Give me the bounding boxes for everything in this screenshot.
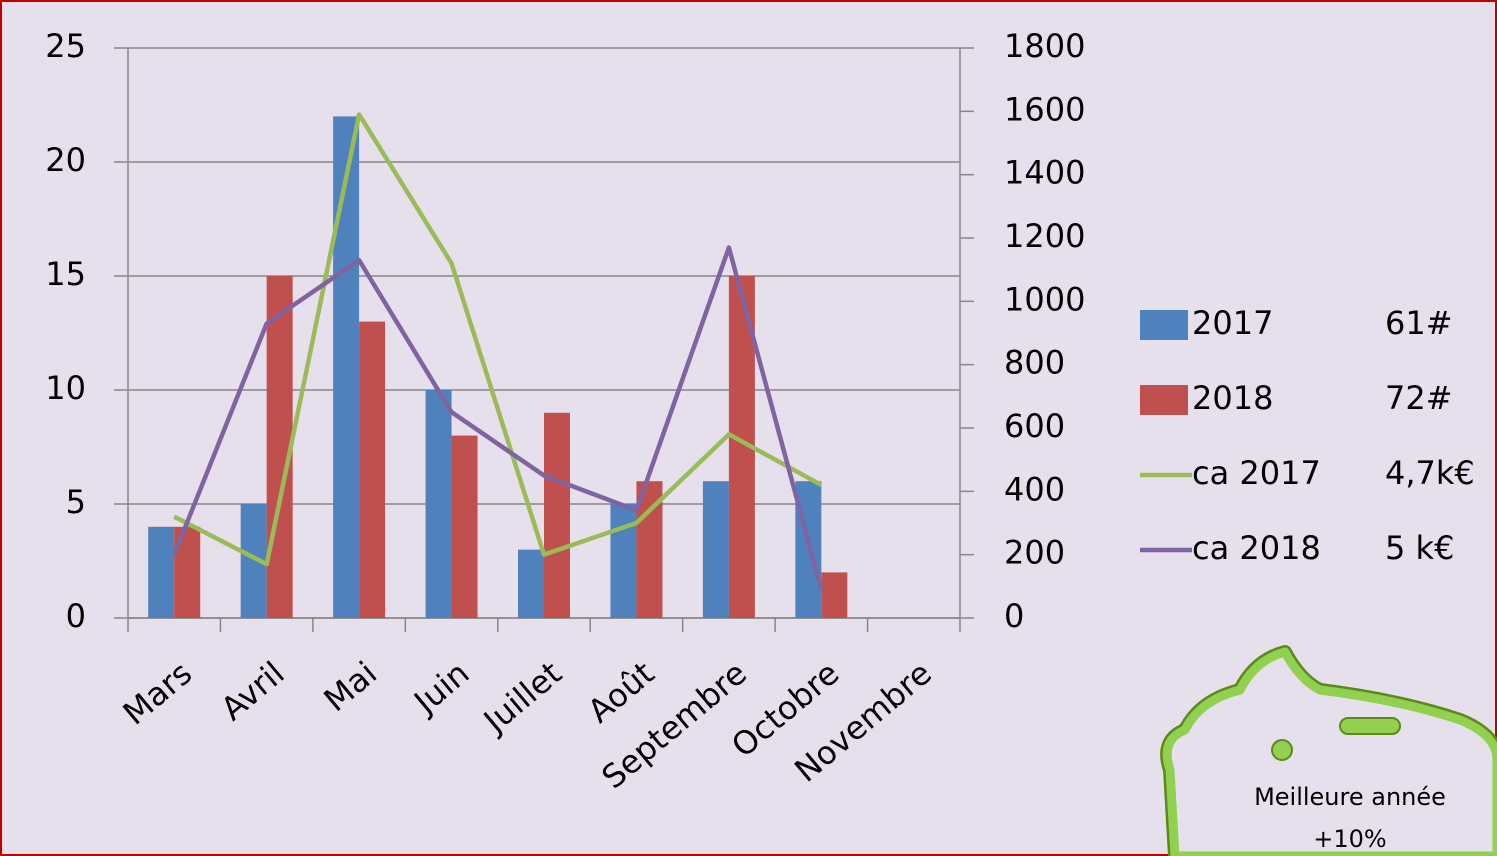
legend-note: 72#: [1385, 379, 1453, 417]
bar: [425, 390, 452, 618]
y2-tick-label: 400: [1004, 470, 1065, 508]
bar: [359, 321, 386, 618]
legend-label: ca 2017: [1192, 454, 1321, 492]
y-tick-label: 0: [66, 597, 86, 635]
legend-swatch: [1140, 385, 1188, 415]
y2-tick-label: 1400: [1004, 154, 1085, 192]
annotation: Meilleure année: [1254, 783, 1446, 811]
bar: [702, 481, 729, 618]
bar: [451, 435, 478, 618]
bar: [148, 526, 175, 618]
legend-label: 2018: [1192, 379, 1273, 417]
piggy-bank: [1160, 645, 1497, 856]
y-tick-label: 20: [45, 141, 86, 179]
legend-note: 4,7k€: [1385, 454, 1475, 492]
y2-tick-label: 800: [1004, 344, 1065, 382]
legend-swatch: [1140, 310, 1188, 340]
y2-tick-label: 1600: [1004, 90, 1085, 128]
y2-tick-label: 1000: [1004, 280, 1085, 318]
bar: [821, 572, 848, 618]
y2-tick-label: 1200: [1004, 217, 1085, 255]
legend-note: 61#: [1385, 304, 1453, 342]
y2-tick-label: 1800: [1004, 27, 1085, 65]
y2-tick-label: 600: [1004, 407, 1065, 445]
line: [173, 112, 823, 567]
y-tick-label: 25: [45, 27, 86, 65]
legend-note: 5 k€: [1385, 529, 1454, 567]
bar: [333, 116, 360, 619]
y-tick-label: 10: [45, 369, 86, 407]
legend-label: 2017: [1192, 304, 1273, 342]
y2-tick-label: 0: [1004, 597, 1024, 635]
bar: [518, 549, 544, 618]
bar: [266, 276, 293, 618]
y-tick-label: 5: [66, 483, 86, 521]
legend-label: ca 2018: [1192, 529, 1321, 567]
bar: [610, 504, 637, 618]
y2-tick-label: 200: [1004, 534, 1065, 572]
line: [172, 245, 824, 591]
bar: [544, 412, 570, 618]
annotation: +10%: [1313, 825, 1386, 853]
y-tick-label: 15: [45, 255, 86, 293]
